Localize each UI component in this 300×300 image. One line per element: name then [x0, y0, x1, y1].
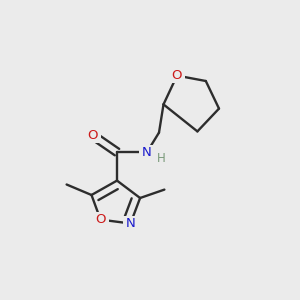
Bar: [92, 212, 109, 227]
Text: H: H: [157, 152, 166, 166]
Bar: [154, 153, 168, 165]
Text: N: N: [142, 146, 152, 159]
Bar: [85, 128, 101, 143]
Text: O: O: [172, 69, 182, 82]
Bar: [169, 68, 185, 83]
Text: N: N: [126, 217, 135, 230]
Bar: [139, 145, 155, 159]
Text: O: O: [88, 129, 98, 142]
Bar: [123, 216, 138, 231]
Text: O: O: [95, 213, 106, 226]
